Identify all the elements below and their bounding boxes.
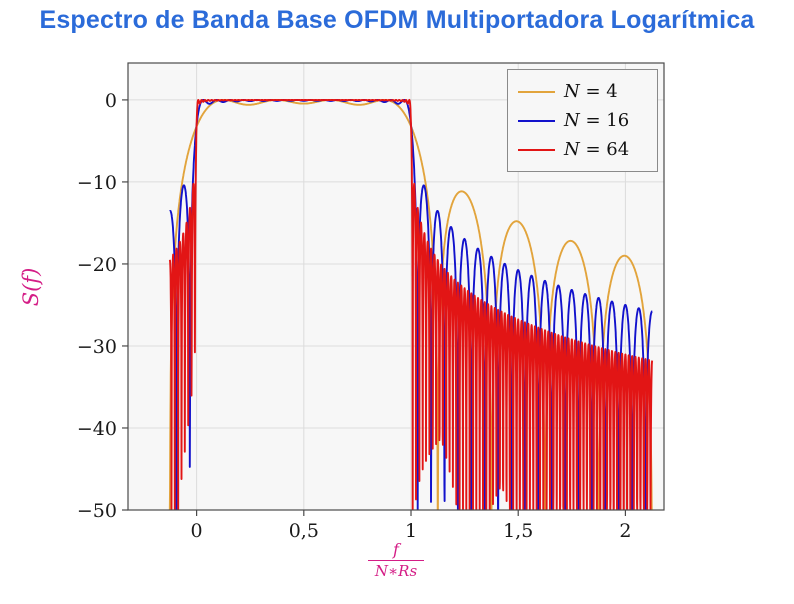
legend-line-sample xyxy=(518,148,555,151)
x-tick-label: 1 xyxy=(405,520,417,542)
x-axis-label: f N∗Rs xyxy=(346,541,446,580)
legend: N = 4 N = 16 N = 64 xyxy=(507,69,658,172)
chart-title: Espectro de Banda Base OFDM Multiportado… xyxy=(39,6,755,34)
legend-item: N = 64 xyxy=(508,135,657,164)
series-line-N64 xyxy=(168,98,654,510)
y-tick-label: −10 xyxy=(77,172,117,194)
legend-line-sample xyxy=(518,90,555,93)
legend-label: N = 64 xyxy=(564,139,630,160)
y-tick-label: −30 xyxy=(77,336,117,358)
y-tick-label: −20 xyxy=(77,254,117,276)
fraction-bar xyxy=(368,560,424,561)
x-tick-label: 0,5 xyxy=(289,520,319,542)
legend-item: N = 16 xyxy=(508,106,657,135)
plot-border xyxy=(127,62,665,511)
x-tick-label: 1,5 xyxy=(503,520,533,542)
legend-line-sample xyxy=(518,119,555,122)
x-label-denominator: N∗Rs xyxy=(374,562,418,580)
y-tick-label: −50 xyxy=(77,500,117,522)
y-tick-label: −40 xyxy=(77,418,117,440)
legend-label: N = 4 xyxy=(564,81,618,102)
y-axis-label: S(f) xyxy=(19,267,43,307)
legend-label: N = 16 xyxy=(564,110,630,131)
legend-item: N = 4 xyxy=(508,77,657,106)
y-tick-label: 0 xyxy=(105,90,117,112)
x-tick-label: 2 xyxy=(619,520,631,542)
x-label-numerator: f xyxy=(393,540,399,559)
x-tick-label: 0 xyxy=(191,520,203,542)
